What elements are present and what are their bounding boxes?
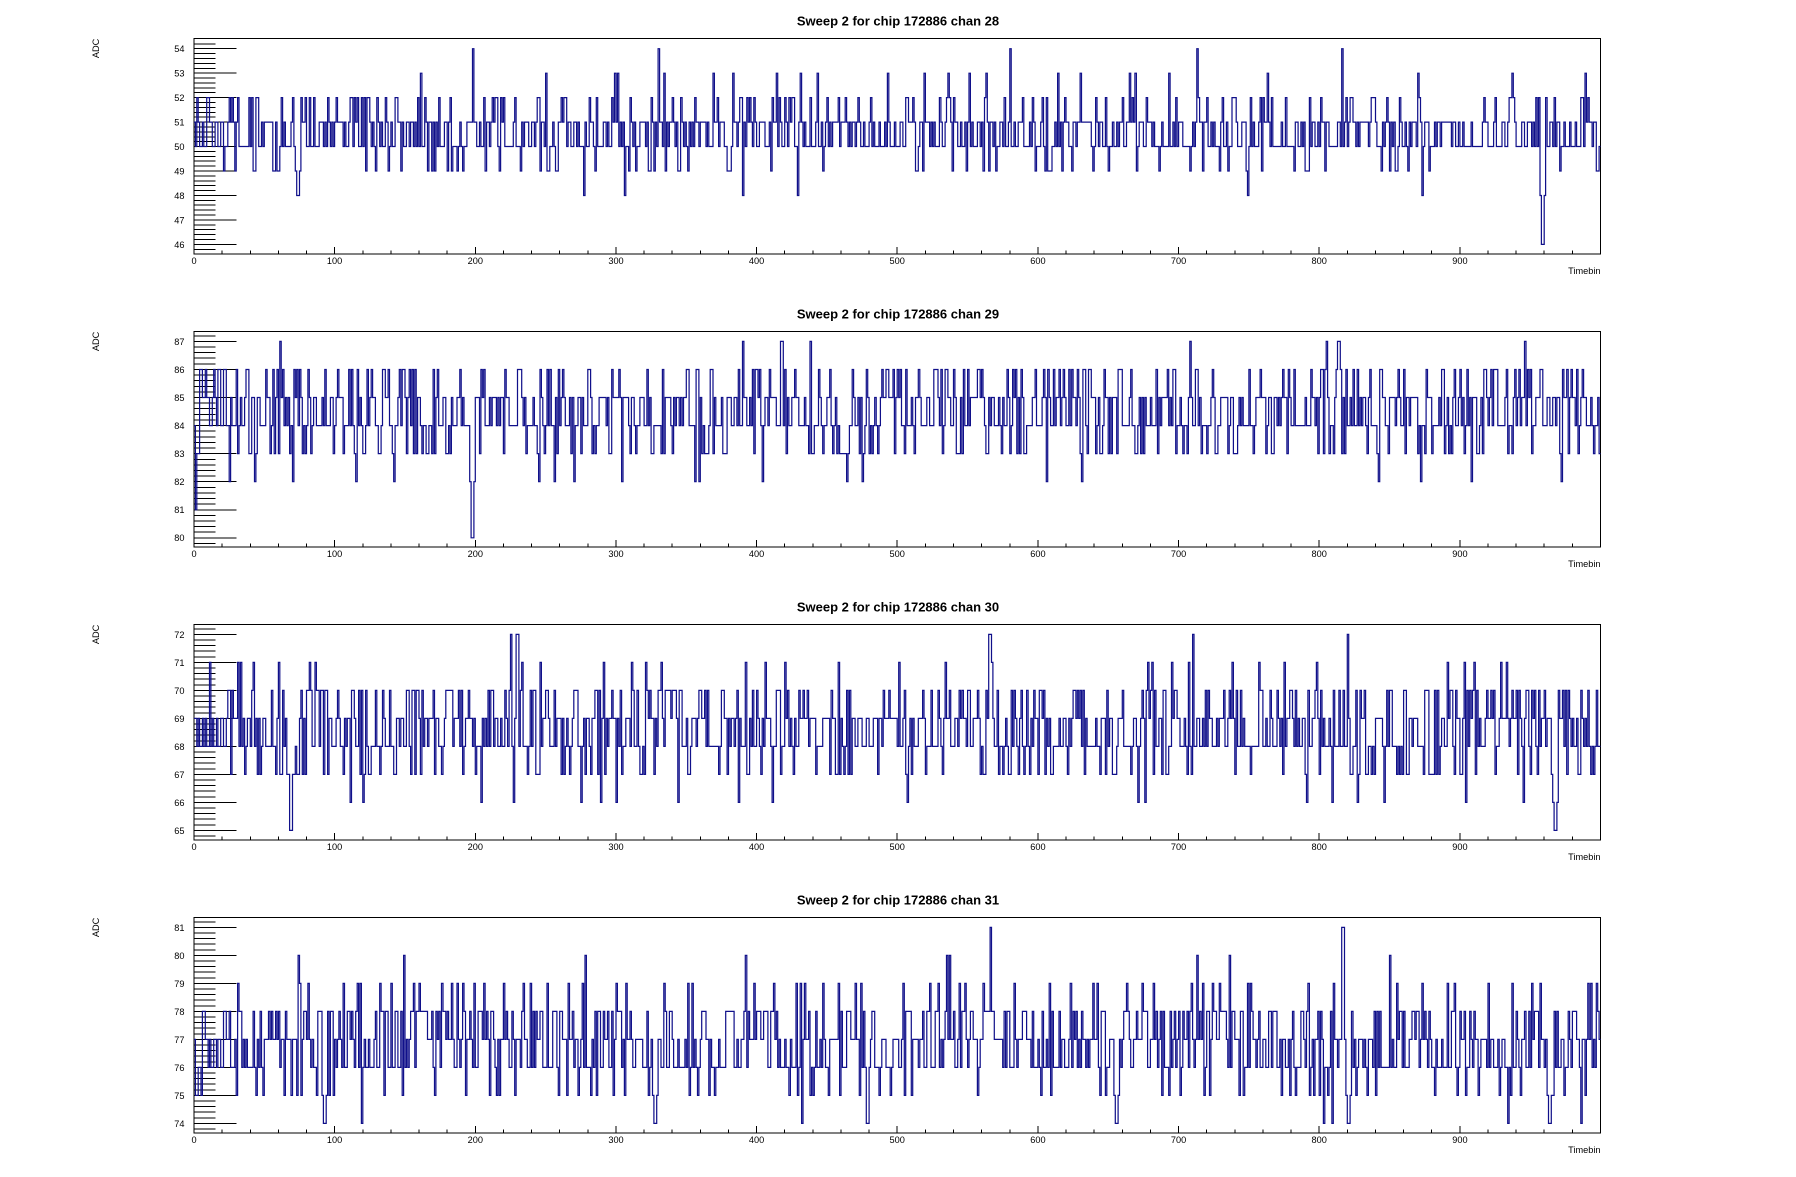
svg-text:74: 74 <box>174 1119 184 1129</box>
svg-text:800: 800 <box>1312 549 1327 559</box>
svg-text:Timebin: Timebin <box>1568 559 1600 569</box>
svg-text:600: 600 <box>1030 256 1045 266</box>
svg-text:80: 80 <box>174 533 184 543</box>
svg-text:67: 67 <box>174 770 184 780</box>
svg-text:Timebin: Timebin <box>1568 266 1600 276</box>
svg-text:700: 700 <box>1171 1135 1186 1145</box>
svg-text:900: 900 <box>1452 256 1467 266</box>
svg-text:79: 79 <box>174 979 184 989</box>
svg-text:54: 54 <box>174 44 184 54</box>
svg-text:ADC: ADC <box>91 624 101 644</box>
svg-text:800: 800 <box>1312 256 1327 266</box>
svg-text:800: 800 <box>1312 842 1327 852</box>
svg-text:900: 900 <box>1452 1135 1467 1145</box>
svg-text:300: 300 <box>608 256 623 266</box>
svg-text:84: 84 <box>174 421 184 431</box>
svg-text:900: 900 <box>1452 549 1467 559</box>
svg-text:46: 46 <box>174 240 184 250</box>
svg-text:700: 700 <box>1171 256 1186 266</box>
svg-text:100: 100 <box>327 256 342 266</box>
svg-text:81: 81 <box>174 923 184 933</box>
svg-text:53: 53 <box>174 69 184 79</box>
svg-text:900: 900 <box>1452 842 1467 852</box>
svg-text:80: 80 <box>174 951 184 961</box>
svg-text:400: 400 <box>749 256 764 266</box>
svg-text:69: 69 <box>174 714 184 724</box>
svg-text:75: 75 <box>174 1091 184 1101</box>
svg-text:ADC: ADC <box>91 917 101 937</box>
svg-text:52: 52 <box>174 93 184 103</box>
svg-text:77: 77 <box>174 1035 184 1045</box>
svg-text:81: 81 <box>174 505 184 515</box>
svg-text:200: 200 <box>468 549 483 559</box>
svg-text:600: 600 <box>1030 842 1045 852</box>
svg-text:49: 49 <box>174 166 184 176</box>
svg-text:ADC: ADC <box>91 331 101 351</box>
svg-text:500: 500 <box>890 842 905 852</box>
svg-text:87: 87 <box>174 337 184 347</box>
svg-text:Sweep 2 for chip 172886 chan 2: Sweep 2 for chip 172886 chan 29 <box>797 306 999 321</box>
svg-text:500: 500 <box>890 256 905 266</box>
svg-text:85: 85 <box>174 393 184 403</box>
svg-text:200: 200 <box>468 1135 483 1145</box>
svg-text:100: 100 <box>327 549 342 559</box>
svg-text:100: 100 <box>327 1135 342 1145</box>
svg-text:Sweep 2 for chip 172886 chan 3: Sweep 2 for chip 172886 chan 30 <box>797 599 999 614</box>
svg-text:83: 83 <box>174 449 184 459</box>
svg-text:400: 400 <box>749 1135 764 1145</box>
svg-text:0: 0 <box>191 549 196 559</box>
svg-text:86: 86 <box>174 365 184 375</box>
svg-text:200: 200 <box>468 842 483 852</box>
svg-text:100: 100 <box>327 842 342 852</box>
svg-text:Sweep 2 for chip 172886 chan 3: Sweep 2 for chip 172886 chan 31 <box>797 892 999 907</box>
svg-text:66: 66 <box>174 798 184 808</box>
svg-text:76: 76 <box>174 1063 184 1073</box>
svg-text:Timebin: Timebin <box>1568 1145 1600 1155</box>
svg-text:47: 47 <box>174 215 184 225</box>
svg-text:500: 500 <box>890 1135 905 1145</box>
svg-text:Sweep 2 for chip 172886 chan 2: Sweep 2 for chip 172886 chan 28 <box>797 13 999 28</box>
svg-text:0: 0 <box>191 256 196 266</box>
svg-text:300: 300 <box>608 842 623 852</box>
svg-text:0: 0 <box>191 1135 196 1145</box>
svg-text:700: 700 <box>1171 842 1186 852</box>
svg-text:0: 0 <box>191 842 196 852</box>
svg-text:400: 400 <box>749 549 764 559</box>
svg-text:500: 500 <box>890 549 905 559</box>
svg-text:300: 300 <box>608 1135 623 1145</box>
svg-text:72: 72 <box>174 630 184 640</box>
svg-text:800: 800 <box>1312 1135 1327 1145</box>
svg-text:51: 51 <box>174 118 184 128</box>
svg-text:600: 600 <box>1030 549 1045 559</box>
svg-text:Timebin: Timebin <box>1568 852 1600 862</box>
svg-text:50: 50 <box>174 142 184 152</box>
svg-text:700: 700 <box>1171 549 1186 559</box>
svg-text:70: 70 <box>174 686 184 696</box>
svg-text:71: 71 <box>174 658 184 668</box>
svg-text:78: 78 <box>174 1007 184 1017</box>
svg-text:65: 65 <box>174 826 184 836</box>
svg-text:200: 200 <box>468 256 483 266</box>
svg-text:82: 82 <box>174 477 184 487</box>
svg-text:ADC: ADC <box>91 38 101 58</box>
svg-text:48: 48 <box>174 191 184 201</box>
svg-text:400: 400 <box>749 842 764 852</box>
svg-text:600: 600 <box>1030 1135 1045 1145</box>
svg-text:300: 300 <box>608 549 623 559</box>
svg-text:68: 68 <box>174 742 184 752</box>
